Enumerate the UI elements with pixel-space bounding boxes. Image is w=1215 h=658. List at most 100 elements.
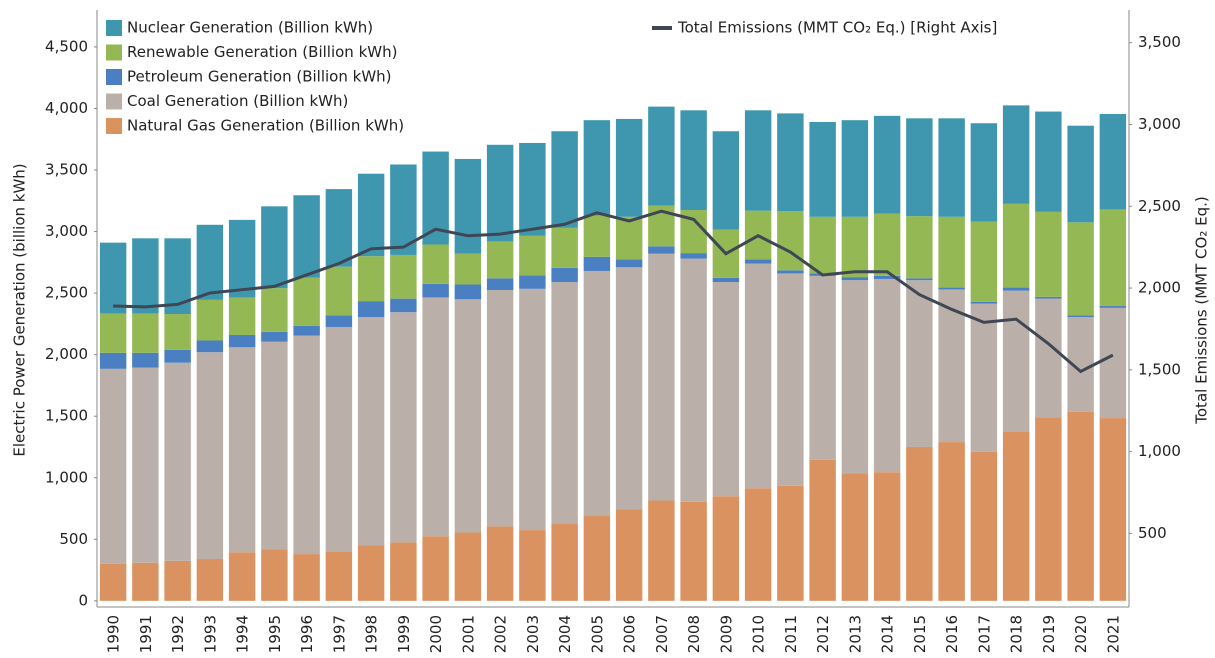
bar-segment — [196, 352, 224, 559]
x-tick-label: 2015 — [911, 615, 929, 653]
bar-segment — [196, 558, 224, 601]
bar-segment — [164, 560, 191, 601]
bar-segment — [486, 278, 514, 291]
bar-segment — [99, 563, 127, 601]
bar-segment — [583, 256, 611, 271]
bar-segment — [551, 267, 578, 283]
bar-segment — [551, 523, 578, 601]
bar-segment — [744, 259, 772, 264]
bar-segment — [519, 288, 546, 531]
bar-segment — [293, 325, 320, 336]
x-tick-label: 1999 — [395, 615, 413, 653]
x-tick-label: 2008 — [685, 615, 703, 653]
y-tick-label: 4,500 — [45, 37, 88, 55]
bar-segment — [809, 122, 836, 217]
bar-segment — [712, 277, 740, 283]
bar-segment — [357, 173, 385, 257]
x-tick-label: 1996 — [298, 615, 316, 653]
bar-segment — [873, 275, 901, 279]
bar-segment — [551, 282, 578, 524]
bar-segment — [1099, 307, 1127, 419]
bar-segment — [228, 219, 256, 298]
bar-segment — [1067, 125, 1094, 223]
bar-segment — [99, 352, 127, 369]
bar-segment — [615, 509, 643, 601]
bar-segment — [680, 501, 707, 601]
bar-segment — [228, 552, 256, 601]
bar-segment — [744, 488, 772, 601]
bar-segment — [325, 326, 353, 552]
y2-tick-label: 2,500 — [1138, 197, 1181, 215]
bar-segment — [551, 131, 578, 228]
y2-tick-label: 1,000 — [1138, 442, 1181, 460]
bar-segment — [390, 164, 417, 255]
x-tick-label: 1993 — [201, 615, 219, 653]
y2-tick-label: 500 — [1138, 524, 1167, 542]
bar-segment — [615, 118, 643, 217]
bar-segment — [1002, 431, 1030, 601]
bar-segment — [906, 216, 933, 279]
x-tick-label: 2016 — [943, 615, 961, 653]
bar-segment — [1002, 203, 1030, 288]
bar-segment — [1067, 315, 1094, 318]
bar-segment — [99, 242, 127, 314]
bar-segment — [551, 227, 578, 268]
bar-segment — [357, 301, 385, 318]
bar-segment — [325, 266, 353, 316]
bar-segment — [712, 131, 740, 230]
y2-tick-label: 2,000 — [1138, 279, 1181, 297]
x-tick-label: 2003 — [524, 615, 542, 653]
bar-segment — [357, 317, 385, 546]
x-tick-label: 1995 — [266, 615, 284, 653]
bar-segment — [261, 331, 288, 342]
bar-segment — [164, 362, 191, 561]
x-tick-label: 2021 — [1104, 615, 1122, 653]
bar-segment — [390, 254, 417, 299]
bar-segment — [1035, 111, 1062, 212]
bar-segment — [325, 189, 353, 267]
bar-segment — [583, 215, 611, 257]
bar-segment — [454, 158, 482, 254]
x-tick-label: 2013 — [846, 615, 864, 653]
x-tick-label: 1994 — [234, 615, 252, 653]
bar-segment — [809, 459, 836, 601]
bar-segment — [615, 259, 643, 268]
y-tick-label: 3,500 — [45, 161, 88, 179]
bar-segment — [873, 278, 901, 473]
bar-segment — [293, 195, 320, 278]
bar-segment — [196, 340, 224, 353]
bar-segment — [519, 235, 546, 276]
y2-tick-label: 1,500 — [1138, 360, 1181, 378]
bar-segment — [261, 206, 288, 289]
bar-segment — [196, 299, 224, 341]
bar-segment — [390, 312, 417, 543]
y-tick-label: 2,000 — [45, 345, 88, 363]
bar-segment — [196, 224, 224, 300]
bar-segment — [1099, 306, 1127, 308]
bar-segment — [132, 367, 159, 563]
bar-segment — [228, 297, 256, 335]
bar-segment — [293, 277, 320, 326]
bar-segment — [1002, 105, 1030, 204]
bar-segment — [680, 258, 707, 502]
bar-segment — [970, 221, 998, 302]
bar-segment — [325, 551, 353, 601]
bar-segment — [293, 335, 320, 555]
y-tick-label: 1,500 — [45, 407, 88, 425]
bar-segment — [680, 110, 707, 211]
bar-segment — [615, 216, 643, 260]
bar-segment — [164, 349, 191, 363]
emissions-line — [113, 209, 1114, 374]
y-tick-label: 4,000 — [45, 99, 88, 117]
x-tick-label: 2017 — [975, 615, 993, 653]
bar-segment — [261, 288, 288, 332]
bar-segment — [1099, 114, 1127, 210]
bar-segment — [422, 536, 449, 601]
x-tick-label: 2009 — [717, 615, 735, 653]
x-tick-label: 1990 — [105, 615, 123, 653]
bar-segment — [938, 216, 965, 288]
bar-segment — [712, 282, 740, 497]
bar-segment — [422, 283, 449, 298]
bar-segment — [648, 253, 675, 501]
